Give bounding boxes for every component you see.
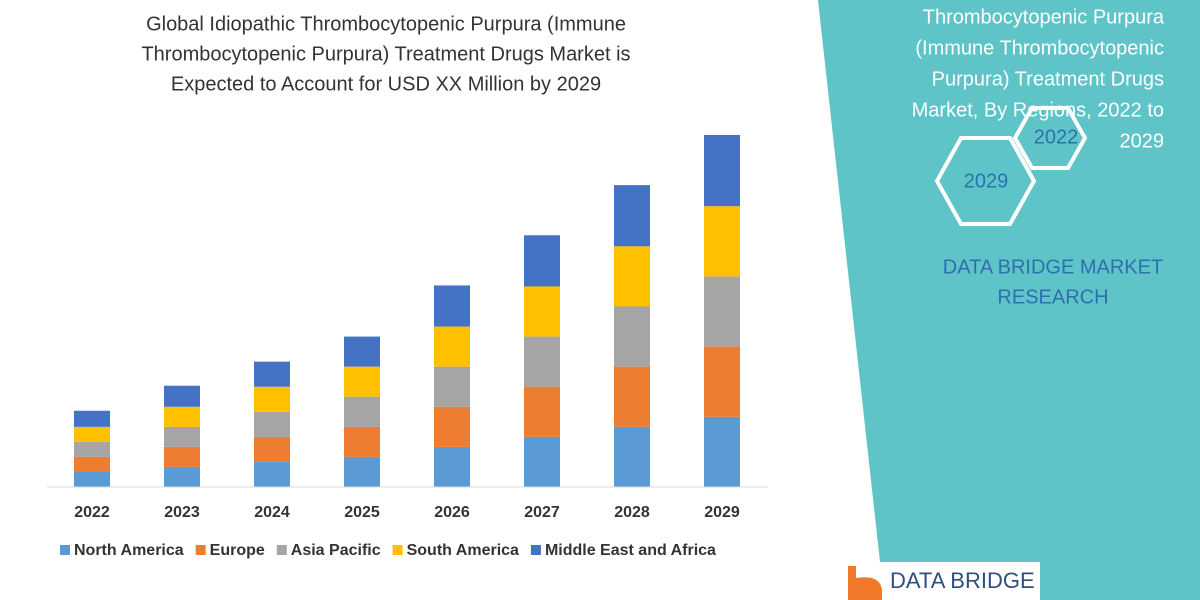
bar-segment	[74, 471, 110, 487]
brand-text: RESEARCH	[997, 286, 1108, 308]
bar-segment	[614, 185, 650, 247]
chart-title: Global Idiopathic Thrombocytopenic Purpu…	[146, 13, 626, 35]
hexagon	[934, 136, 1037, 226]
bar-segment	[254, 361, 290, 387]
bar-segment	[254, 461, 290, 487]
panel-heading: (Immune Thrombocytopenic	[915, 37, 1164, 59]
bar-segment	[524, 235, 560, 287]
bar-segment	[614, 306, 650, 367]
hexagon-label: 2022	[1034, 126, 1079, 148]
bar-segment	[524, 386, 560, 437]
side-panel	[818, 0, 1200, 600]
bar-segment	[74, 441, 110, 457]
legend-swatch	[60, 545, 70, 555]
legend-swatch	[195, 545, 206, 555]
x-tick-label: 2022	[74, 504, 110, 521]
bar-segment	[524, 436, 560, 487]
bar-segment	[524, 286, 560, 337]
x-tick-label: 2029	[704, 504, 740, 521]
bar-segment	[164, 446, 200, 467]
bar-segment	[434, 406, 470, 447]
bar-segment	[434, 366, 470, 407]
legend-label: Middle East and Africa	[545, 542, 716, 559]
bar-segment	[344, 426, 380, 457]
legend-label: Europe	[210, 542, 265, 559]
chart-title: Expected to Account for USD XX Million b…	[171, 73, 601, 95]
panel-heading: Thrombocytopenic Purpura	[923, 6, 1165, 28]
bar-segment	[344, 456, 380, 487]
bar-segment	[704, 346, 740, 417]
bar-segment	[74, 410, 110, 427]
legend-label: North America	[74, 542, 184, 559]
hexagon-label: 2029	[964, 170, 1009, 192]
bar-segment	[74, 456, 110, 472]
bar-segment	[704, 276, 740, 347]
legend-label: South America	[407, 542, 519, 559]
bar-segment	[344, 396, 380, 427]
bar-segment	[614, 426, 650, 487]
bar-segment	[164, 406, 200, 427]
x-tick-label: 2024	[254, 504, 290, 521]
bar-segment	[164, 466, 200, 487]
bar-segment	[164, 426, 200, 447]
chart-title: Thrombocytopenic Purpura) Treatment Drug…	[141, 43, 630, 65]
bar-segment	[704, 135, 740, 207]
x-tick-label: 2026	[434, 504, 470, 521]
x-tick-label: 2027	[524, 504, 560, 521]
legend-swatch	[276, 545, 287, 555]
bar-segment	[434, 326, 470, 367]
bar-segment	[434, 285, 470, 327]
bar-segment	[254, 411, 290, 437]
bar-segment	[704, 416, 740, 487]
bar-segment	[434, 446, 470, 487]
panel-heading: 2029	[1120, 130, 1165, 152]
panel-heading: Market, By Regions, 2022 to	[912, 99, 1164, 121]
bar-segment	[344, 336, 380, 367]
legend-label: Asia Pacific	[291, 542, 381, 559]
bar-segment	[74, 426, 110, 442]
bar-segment	[704, 206, 740, 277]
bar-segment	[524, 336, 560, 387]
bar-segment	[254, 386, 290, 412]
bar-segment	[614, 366, 650, 427]
brand-text: DATA BRIDGE MARKET	[943, 256, 1163, 278]
logo-text: DATA BRIDGE	[890, 568, 1035, 593]
bar-segment	[614, 246, 650, 307]
hexagon	[1012, 106, 1088, 170]
bar-segment	[164, 385, 200, 407]
x-tick-label: 2028	[614, 504, 650, 521]
x-tick-label: 2023	[164, 504, 200, 521]
x-tick-label: 2025	[344, 504, 380, 521]
bar-segment	[344, 366, 380, 397]
logo-mark	[848, 566, 882, 600]
panel-heading: Purpura) Treatment Drugs	[932, 68, 1164, 90]
legend-swatch	[530, 545, 541, 555]
legend-swatch	[392, 545, 403, 555]
bar-segment	[254, 436, 290, 462]
